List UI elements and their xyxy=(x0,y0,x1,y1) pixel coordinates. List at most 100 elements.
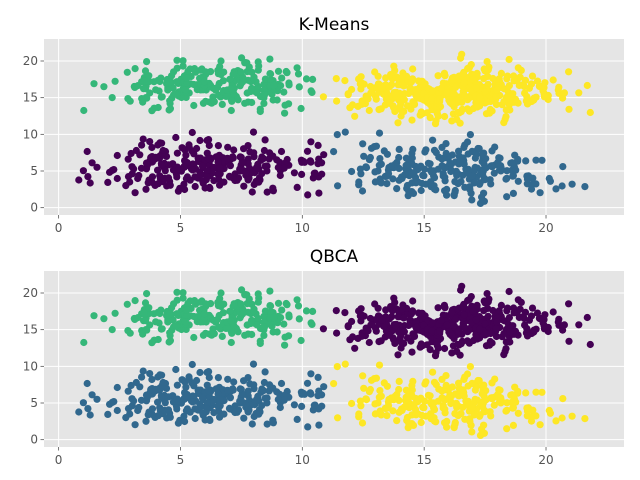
qbca-scatter-point xyxy=(285,313,293,321)
qbca-scatter-point xyxy=(142,417,150,425)
kmeans-scatter-point xyxy=(127,149,135,158)
qbca-scatter-point xyxy=(300,389,308,398)
kmeans-scatter-point xyxy=(172,90,180,98)
qbca-scatter-point xyxy=(436,327,444,336)
kmeans-scatter-point xyxy=(429,136,437,144)
kmeans-scatter-point xyxy=(412,91,421,99)
kmeans-scatter-point xyxy=(458,50,466,58)
kmeans-scatter-point xyxy=(438,162,446,170)
kmeans-scatter-point xyxy=(506,96,514,104)
qbca-scatter-point xyxy=(290,401,298,409)
qbca-scatter-point xyxy=(226,394,234,402)
kmeans-scatter-point xyxy=(142,159,151,167)
qbca-scatter-point xyxy=(348,399,356,408)
qbca-scatter-point xyxy=(253,321,261,329)
kmeans-scatter-point xyxy=(253,89,261,97)
qbca-scatter-point xyxy=(463,370,472,378)
qbca-scatter-point xyxy=(565,337,573,345)
kmeans-scatter-point xyxy=(173,149,181,157)
kmeans-scatter-point xyxy=(152,86,160,94)
kmeans-scatter-point xyxy=(427,178,435,186)
kmeans-scatter-point xyxy=(304,191,312,199)
kmeans-scatter-point xyxy=(157,74,165,82)
kmeans-scatter-point xyxy=(514,64,522,72)
kmeans-scatter-point xyxy=(276,171,284,180)
qbca-scatter-point xyxy=(269,384,277,392)
qbca-scatter-point xyxy=(403,334,412,342)
qbca-scatter-point xyxy=(466,363,474,371)
qbca-scatter-point xyxy=(409,297,417,305)
qbca-scatter-point xyxy=(372,374,380,382)
kmeans-scatter-point xyxy=(84,173,92,181)
qbca-scatter-point xyxy=(461,415,469,423)
kmeans-scatter-point xyxy=(139,135,147,143)
qbca-scatter-point xyxy=(451,315,460,323)
kmeans-scatter-point xyxy=(184,67,192,75)
qbca-scatter-point xyxy=(438,375,446,383)
kmeans-scatter-point xyxy=(375,129,384,137)
kmeans-scatter-point xyxy=(146,138,154,146)
kmeans-scatter-point xyxy=(538,156,546,164)
qbca-scatter-point xyxy=(164,318,172,326)
kmeans-scatter-point xyxy=(451,178,459,186)
kmeans-scatter-point xyxy=(372,142,380,150)
kmeans-scatter-point xyxy=(405,89,413,97)
kmeans-scatter-point xyxy=(298,170,306,178)
kmeans-scatter-point xyxy=(448,100,456,108)
kmeans-scatter-point xyxy=(575,89,583,97)
qbca-scatter-point xyxy=(400,314,408,322)
kmeans-scatter-point xyxy=(281,109,289,117)
kmeans-scatter-point xyxy=(190,80,198,89)
qbca-scatter-point xyxy=(294,302,303,310)
kmeans-scatter-point xyxy=(278,74,286,82)
qbca-scatter-point xyxy=(357,317,365,325)
qbca-scatter-point xyxy=(405,419,413,428)
qbca-scatter-point xyxy=(154,412,162,420)
kmeans-scatter-point xyxy=(280,164,288,172)
kmeans-scatter-point xyxy=(460,143,468,151)
qbca-scatter-point xyxy=(122,414,130,422)
qbca-scatter-point xyxy=(124,405,133,413)
qbca-scatter-point xyxy=(483,290,491,298)
qbca-scatter-point xyxy=(295,315,303,323)
qbca-scatter-point xyxy=(218,332,226,340)
qbca-scatter-point xyxy=(179,289,187,297)
qbca-scatter-point xyxy=(152,385,160,393)
kmeans-scatter-point xyxy=(387,162,395,170)
qbca-scatter-point xyxy=(110,398,118,406)
qbca-scatter-point xyxy=(281,341,289,349)
qbca-scatter-point xyxy=(371,410,379,418)
qbca-scatter-point xyxy=(583,313,591,322)
kmeans-scatter-point xyxy=(237,68,245,76)
kmeans-scatter-point xyxy=(402,161,410,169)
kmeans-scatter-point xyxy=(394,119,402,127)
kmeans-scatter-point xyxy=(455,147,463,155)
kmeans-scatter-point xyxy=(565,68,573,76)
qbca-scatter-point xyxy=(430,378,439,386)
kmeans-scatter-point xyxy=(166,181,174,189)
qbca-scatter-point xyxy=(190,312,198,321)
qbca-scatter-point xyxy=(408,348,416,356)
kmeans-scatter-point xyxy=(188,128,196,137)
qbca-scatter-point xyxy=(227,338,235,347)
kmeans-scatter-point xyxy=(333,97,341,105)
qbca-scatter-point xyxy=(448,332,456,340)
qbca-scatter-point xyxy=(366,314,375,323)
qbca-scatter-point xyxy=(277,379,286,388)
kmeans-scatter-point xyxy=(108,94,116,102)
kmeans-scatter-point xyxy=(505,82,513,90)
qbca-scatter-point xyxy=(447,399,456,407)
kmeans-scatter-point xyxy=(274,163,282,172)
qbca-scatter-point xyxy=(75,408,83,416)
qbca-scatter-point xyxy=(293,415,301,423)
kmeans-scatter-point xyxy=(480,75,488,83)
qbca-scatter-point xyxy=(397,338,405,346)
kmeans-scatter-point xyxy=(293,183,301,191)
kmeans-scatter-point xyxy=(528,72,537,80)
kmeans-scatter-point xyxy=(166,78,174,86)
kmeans-scatter-point xyxy=(349,101,357,109)
qbca-scatter-point xyxy=(127,381,135,390)
qbca-x-ticks: 0 5 10 15 20 xyxy=(55,447,554,467)
qbca-scatter-point xyxy=(497,394,505,402)
